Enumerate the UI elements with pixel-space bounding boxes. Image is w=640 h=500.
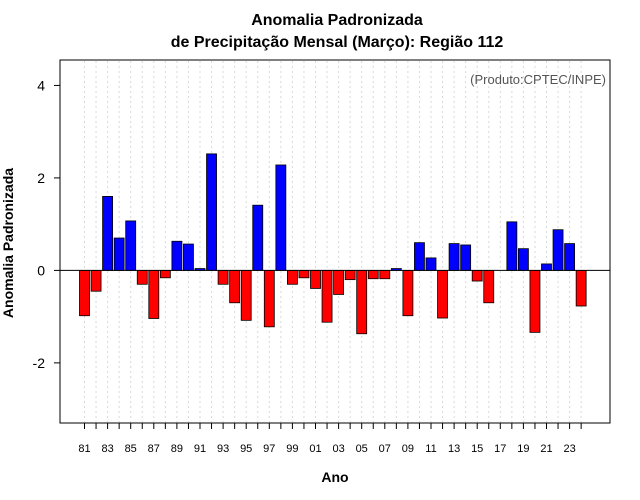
- bar-83: [102, 196, 113, 271]
- y-tick-label: 0: [37, 262, 45, 278]
- y-axis: -2 0 2 4: [33, 77, 60, 371]
- x-tick-label: 19: [517, 443, 529, 455]
- bar-16: [483, 270, 495, 304]
- bars: [79, 153, 587, 335]
- bar-10: [414, 242, 425, 271]
- bar-88: [159, 270, 171, 279]
- bar-86: [136, 270, 148, 285]
- x-tick-label: 23: [563, 443, 575, 455]
- bar-18: [506, 221, 518, 271]
- x-tick-label: 21: [540, 443, 552, 455]
- x-tick-label: 83: [101, 443, 113, 455]
- y-tick-label: 2: [37, 170, 45, 186]
- bar-92: [206, 153, 217, 271]
- x-tick-label: 81: [78, 443, 90, 455]
- x-tick-label: 13: [448, 443, 460, 455]
- bar-84: [113, 237, 125, 271]
- bar-14: [460, 244, 472, 271]
- bar-09: [402, 270, 414, 317]
- bar-94: [229, 270, 241, 304]
- x-tick-label: 91: [194, 443, 206, 455]
- y-tick-label: -2: [33, 355, 46, 371]
- bar-19: [518, 248, 529, 271]
- x-tick-label: 11: [425, 443, 436, 455]
- x-tick-label: 07: [379, 443, 391, 455]
- bar-03: [333, 270, 345, 295]
- bar-07: [379, 270, 391, 280]
- x-tick-label: 01: [309, 443, 321, 455]
- bar-82: [90, 270, 102, 292]
- chart-title: Anomalia Padronizada: [251, 12, 423, 29]
- bar-89: [171, 240, 183, 271]
- bar-81: [79, 270, 90, 317]
- x-tick-label: 09: [402, 443, 414, 455]
- bar-95: [240, 270, 252, 321]
- bar-85: [125, 220, 137, 271]
- x-tick-label: 93: [217, 443, 229, 455]
- source-note: (Produto:CPTEC/INPE): [470, 72, 606, 87]
- x-tick-label: 05: [356, 443, 368, 455]
- bar-04: [344, 270, 356, 281]
- x-tick-label: 95: [240, 443, 252, 455]
- y-tick-label: 4: [37, 77, 45, 93]
- bar-11: [425, 257, 437, 271]
- x-tick-label: 89: [171, 443, 183, 455]
- bar-00: [298, 270, 310, 279]
- x-axis-label: Ano: [321, 469, 348, 485]
- y-axis-label: Anomalia Padronizada: [0, 168, 16, 318]
- bar-02: [321, 270, 333, 323]
- bar-01: [310, 270, 321, 289]
- bar-87: [148, 270, 160, 319]
- grid-lines: [84, 61, 582, 422]
- plot-frame: [59, 59, 611, 424]
- x-tick-label: 99: [286, 443, 298, 455]
- x-tick-label: 17: [494, 443, 506, 455]
- x-axis: 81 83 85 87 89 91 93 95 97 99 01 03 05 07 09 11 13 15 17 19…: [78, 423, 582, 455]
- bar-06: [367, 270, 379, 280]
- bar-21: [541, 263, 552, 271]
- x-tick-label: 03: [332, 443, 344, 455]
- bar-93: [217, 270, 229, 285]
- bar-22: [552, 229, 564, 271]
- bar-15: [471, 270, 483, 282]
- bar-24: [575, 270, 587, 307]
- bar-05: [356, 270, 368, 335]
- bar-12: [437, 270, 448, 319]
- bar-97: [263, 270, 275, 328]
- bar-20: [529, 270, 541, 333]
- bar-98: [275, 164, 287, 271]
- x-tick-label: 87: [148, 443, 160, 455]
- x-tick-label: 15: [471, 443, 483, 455]
- bar-13: [448, 243, 460, 271]
- bar-99: [286, 270, 298, 285]
- bar-96: [252, 204, 264, 271]
- x-tick-label: 85: [125, 443, 137, 455]
- bar-90: [183, 243, 194, 271]
- x-tick-label: 97: [263, 443, 275, 455]
- bar-23: [564, 243, 575, 271]
- chart-subtitle: de Precipitação Mensal (Março): Região 1…: [171, 34, 504, 51]
